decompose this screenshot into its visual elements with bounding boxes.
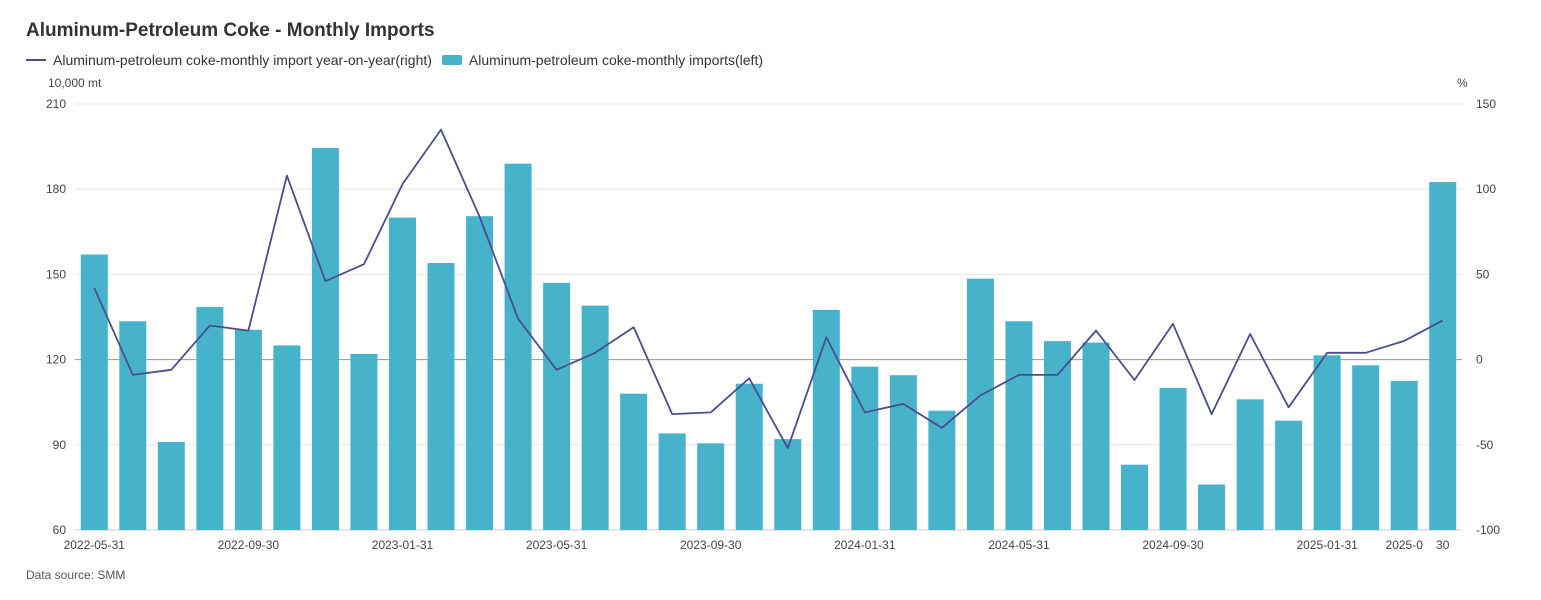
right-axis-unit: % xyxy=(1457,76,1468,90)
x-tick-label: 2022-09-30 xyxy=(218,538,280,552)
bar[interactable] xyxy=(350,353,378,530)
bar[interactable] xyxy=(157,441,185,530)
right-tick-label: -50 xyxy=(1476,438,1494,452)
bar[interactable] xyxy=(928,410,956,530)
bar[interactable] xyxy=(1159,388,1187,530)
legend-label-imports: Aluminum-petroleum coke-monthly imports(… xyxy=(468,52,763,68)
left-tick-label: 120 xyxy=(46,353,66,367)
left-tick-label: 180 xyxy=(46,182,66,196)
bar[interactable] xyxy=(697,443,725,530)
bar[interactable] xyxy=(1429,182,1457,530)
legend-bar-swatch xyxy=(441,55,462,65)
x-tick-label: 2024-05-31 xyxy=(988,538,1050,552)
bar[interactable] xyxy=(196,307,224,530)
bar[interactable] xyxy=(388,217,416,530)
x-tick-label: 2023-01-31 xyxy=(372,538,434,552)
x-tick-label: 2022-05-31 xyxy=(64,538,126,552)
x-tick-label: 2024-09-30 xyxy=(1142,538,1204,552)
x-tick-label: 30 xyxy=(1436,538,1450,552)
bar[interactable] xyxy=(80,254,108,530)
x-tick-label: 2024-01-31 xyxy=(834,538,896,552)
right-tick-label: 50 xyxy=(1476,267,1490,281)
bar-series xyxy=(80,148,1457,530)
bar[interactable] xyxy=(966,278,994,530)
x-tick-label: 2025-01-31 xyxy=(1296,538,1358,552)
bar[interactable] xyxy=(273,345,301,530)
bar[interactable] xyxy=(1275,420,1303,530)
left-tick-label: 210 xyxy=(46,97,66,111)
x-axis-ticks: 2022-05-31 2022-09-30 2023-01-31 2023-05-31… xyxy=(64,538,1450,552)
x-tick-label: 2023-09-30 xyxy=(680,538,742,552)
x-tick-label: 2023-05-31 xyxy=(526,538,588,552)
bar[interactable] xyxy=(1005,321,1033,530)
bar[interactable] xyxy=(1313,355,1341,530)
line-series xyxy=(93,128,1444,450)
bar[interactable] xyxy=(581,305,609,530)
left-tick-label: 150 xyxy=(46,267,66,281)
bar[interactable] xyxy=(1236,399,1264,530)
data-source: Data source: SMM xyxy=(26,568,126,582)
grid-lines xyxy=(75,103,1462,531)
bar[interactable] xyxy=(311,148,339,530)
bar[interactable] xyxy=(889,375,917,530)
bar[interactable] xyxy=(620,393,648,530)
bar[interactable] xyxy=(1352,365,1380,530)
left-axis-ticks: 60 90 120 150 180 210 xyxy=(46,97,66,537)
bar[interactable] xyxy=(427,263,455,530)
legend: Aluminum-petroleum coke-monthly import y… xyxy=(26,52,773,68)
bar[interactable] xyxy=(812,309,840,530)
bar[interactable] xyxy=(774,439,802,530)
bar[interactable] xyxy=(1082,342,1110,530)
right-tick-label: 100 xyxy=(1476,182,1496,196)
right-tick-label: 0 xyxy=(1476,353,1483,367)
x-tick-label: 2025-0 xyxy=(1386,538,1424,552)
bar[interactable] xyxy=(735,383,763,530)
bar[interactable] xyxy=(851,366,879,530)
legend-item-yoy[interactable]: Aluminum-petroleum coke-monthly import y… xyxy=(26,52,432,68)
legend-item-imports[interactable]: Aluminum-petroleum coke-monthly imports(… xyxy=(441,52,763,68)
left-tick-label: 60 xyxy=(53,523,67,537)
bar[interactable] xyxy=(504,163,532,530)
bar[interactable] xyxy=(466,216,494,530)
chart-title: Aluminum-Petroleum Coke - Monthly Import… xyxy=(26,20,435,41)
left-axis-unit: 10,000 mt xyxy=(48,76,102,90)
bar[interactable] xyxy=(234,329,262,530)
right-tick-label: -100 xyxy=(1476,523,1500,537)
legend-line-swatch xyxy=(26,59,46,61)
left-tick-label: 90 xyxy=(53,438,67,452)
yoy-line xyxy=(93,128,1444,450)
bar[interactable] xyxy=(658,433,686,530)
legend-label-yoy: Aluminum-petroleum coke-monthly import y… xyxy=(53,52,432,68)
bar[interactable] xyxy=(543,282,571,530)
bar[interactable] xyxy=(1043,341,1071,530)
bar[interactable] xyxy=(1390,380,1418,530)
right-axis-ticks: -100 -50 0 50 100 150 xyxy=(1476,97,1500,537)
bar[interactable] xyxy=(1121,464,1149,530)
bar[interactable] xyxy=(1198,484,1226,530)
right-tick-label: 150 xyxy=(1476,97,1496,111)
